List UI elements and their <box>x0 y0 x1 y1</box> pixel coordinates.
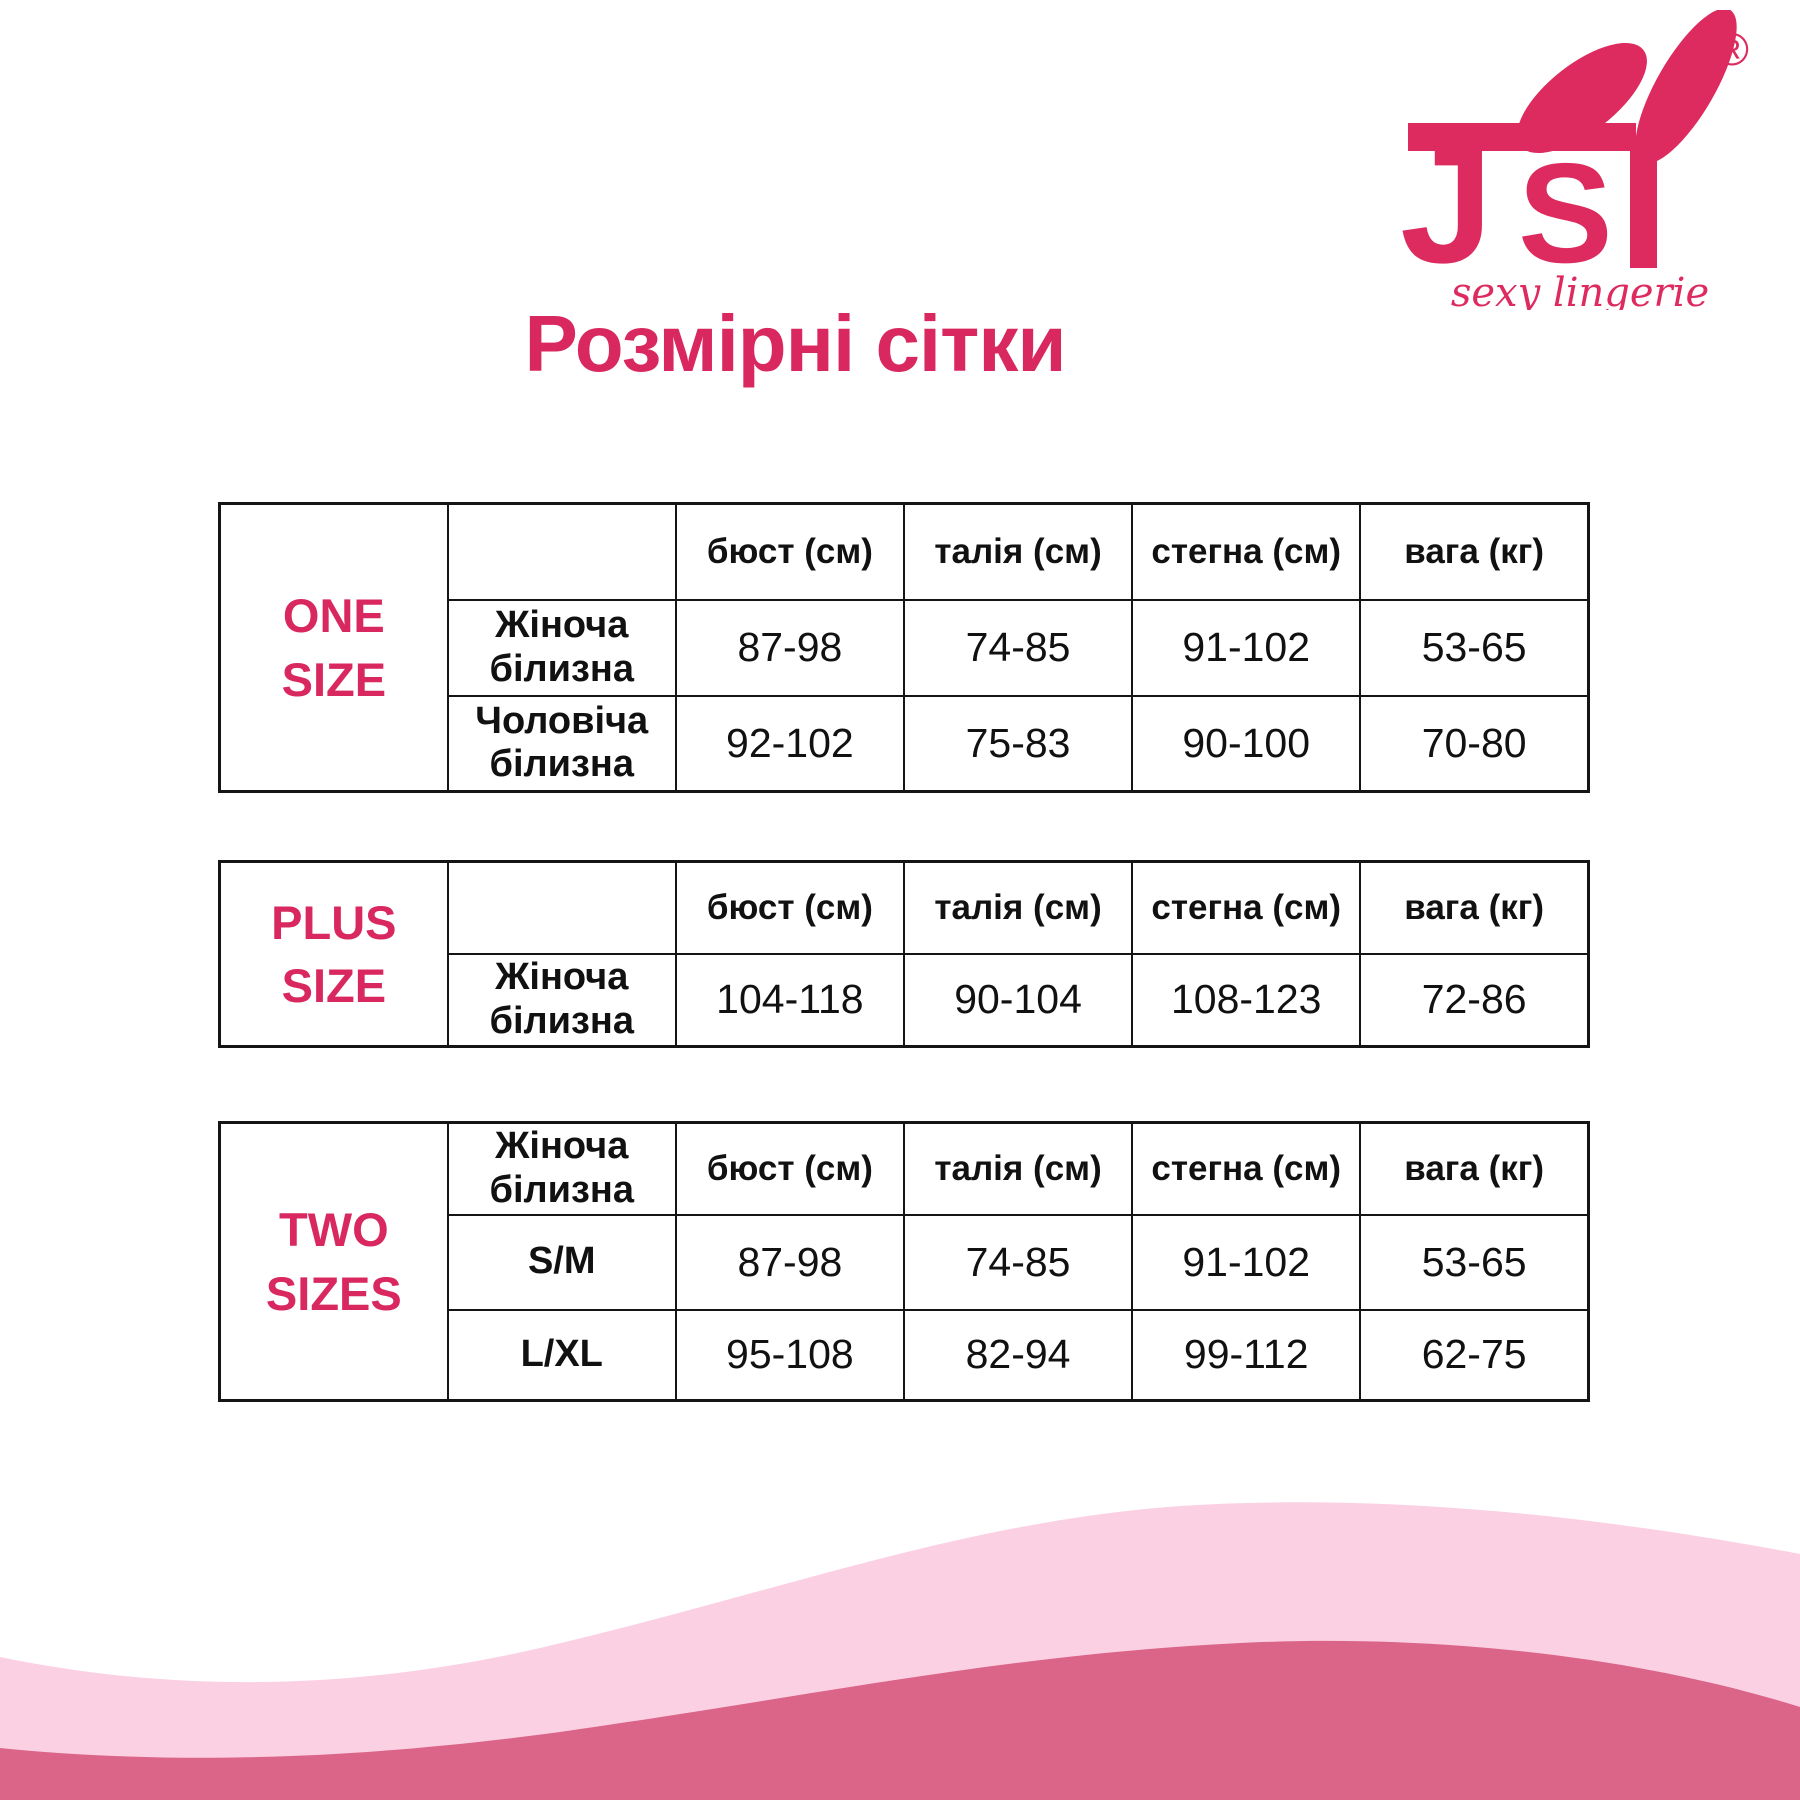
cell-waist: 82-94 <box>902 1308 1134 1402</box>
cell-bust: 92-102 <box>674 694 905 793</box>
plus-size-table: PLUS SIZE бюст (см) талія (см) стегна (с… <box>218 860 1590 1048</box>
jsy-logo-icon: J S ® sexy lingerie <box>1400 8 1749 316</box>
cell-weight: 62-75 <box>1359 1308 1590 1402</box>
cell-waist: 75-83 <box>902 694 1134 793</box>
table-row: Жіноча білизна 87-98 74-85 91-102 53-65 <box>220 598 1590 697</box>
footer-wave-decoration <box>0 1502 1800 1800</box>
row-label: S/M <box>446 1213 677 1311</box>
cell-bust: 95-108 <box>674 1308 905 1402</box>
column-header-waist: талія (см) <box>902 860 1134 955</box>
row-label: Чоловіча білизна <box>446 694 677 793</box>
row-label-header: Жіноча білизна <box>446 1121 677 1216</box>
two-sizes-table: TWO SIZES Жіноча білизна бюст (см) талія… <box>218 1121 1590 1402</box>
page-title: Розмірні сітки <box>524 299 1066 388</box>
cell-waist: 74-85 <box>902 1213 1134 1311</box>
size-group-label: ONE SIZE <box>218 502 449 793</box>
logo-y-stem <box>1630 138 1657 268</box>
logo-j-bar <box>1408 123 1636 151</box>
cell-weight: 72-86 <box>1359 952 1590 1048</box>
row-label: Жіноча білизна <box>446 598 677 697</box>
column-header-bust: бюст (см) <box>674 502 905 601</box>
size-group-label: TWO SIZES <box>218 1121 449 1402</box>
cell-bust: 87-98 <box>674 1213 905 1311</box>
cell-bust: 104-118 <box>674 952 905 1048</box>
brand-logo: J S ® sexy lingerie <box>1330 8 1750 316</box>
column-header-weight: вага (кг) <box>1359 502 1590 601</box>
cell-waist: 90-104 <box>902 952 1134 1048</box>
registered-trademark-icon: ® <box>1715 23 1749 75</box>
row-label: Жіноча білизна <box>446 952 677 1048</box>
row-label-header <box>446 502 677 601</box>
cell-waist: 74-85 <box>902 598 1134 697</box>
cell-bust: 87-98 <box>674 598 905 697</box>
cell-hips: 91-102 <box>1131 598 1362 697</box>
row-label: L/XL <box>446 1308 677 1402</box>
column-header-hips: стегна (см) <box>1131 1121 1362 1216</box>
table-row: S/M 87-98 74-85 91-102 53-65 <box>220 1213 1590 1311</box>
table-row: Жіноча білизна 104-118 90-104 108-123 72… <box>220 952 1590 1048</box>
column-header-hips: стегна (см) <box>1131 502 1362 601</box>
cell-weight: 53-65 <box>1359 598 1590 697</box>
one-size-table: ONE SIZE бюст (см) талія (см) стегна (см… <box>218 502 1590 793</box>
table-row: Чоловіча білизна 92-102 75-83 90-100 70-… <box>220 694 1590 793</box>
column-header-weight: вага (кг) <box>1359 1121 1590 1216</box>
cell-hips: 91-102 <box>1131 1213 1362 1311</box>
table-row: L/XL 95-108 82-94 99-112 62-75 <box>220 1308 1590 1402</box>
row-label-header <box>446 860 677 955</box>
cell-weight: 53-65 <box>1359 1213 1590 1311</box>
column-header-waist: талія (см) <box>902 1121 1134 1216</box>
column-header-bust: бюст (см) <box>674 1121 905 1216</box>
column-header-bust: бюст (см) <box>674 860 905 955</box>
logo-letter-j: J <box>1400 110 1493 298</box>
column-header-waist: талія (см) <box>902 502 1134 601</box>
column-header-weight: вага (кг) <box>1359 860 1590 955</box>
logo-letter-s: S <box>1518 134 1613 293</box>
cell-hips: 108-123 <box>1131 952 1362 1048</box>
cell-hips: 99-112 <box>1131 1308 1362 1402</box>
column-header-hips: стегна (см) <box>1131 860 1362 955</box>
cell-weight: 70-80 <box>1359 694 1590 793</box>
cell-hips: 90-100 <box>1131 694 1362 793</box>
wave-dark-pink <box>0 1640 1800 1800</box>
logo-tagline: sexy lingerie <box>1451 270 1709 310</box>
size-group-label: PLUS SIZE <box>218 860 449 1048</box>
logo-right-leaf-icon <box>1635 8 1737 164</box>
